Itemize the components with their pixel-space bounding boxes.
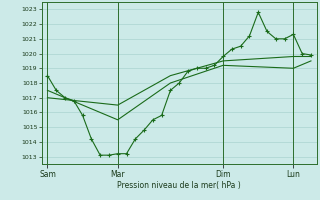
X-axis label: Pression niveau de la mer( hPa ): Pression niveau de la mer( hPa ): [117, 181, 241, 190]
